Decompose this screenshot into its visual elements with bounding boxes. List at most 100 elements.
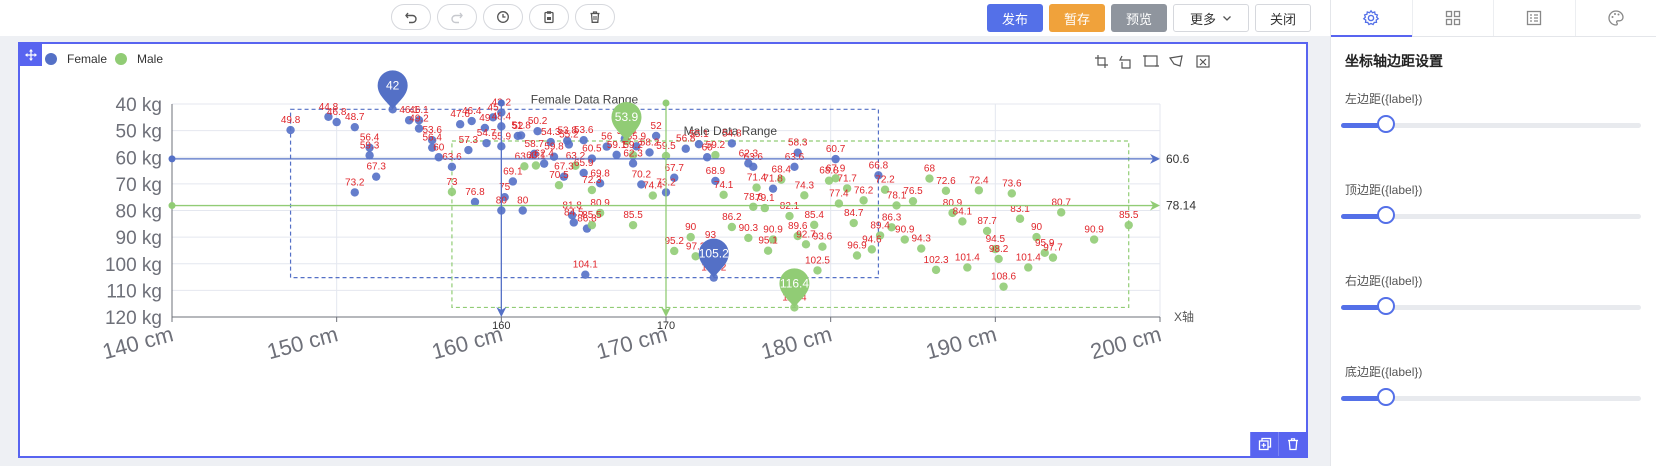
- scatter-point: [612, 150, 621, 160]
- tab-theme[interactable]: [1576, 0, 1656, 36]
- scatter-point-label: 59.1: [607, 140, 627, 151]
- scatter-point: [371, 172, 381, 181]
- scatter-point-label: 85.4: [804, 210, 824, 221]
- save-draft-button[interactable]: 暂存: [1049, 4, 1105, 32]
- scatter-point: [1057, 208, 1066, 217]
- scatter-point: [948, 208, 957, 218]
- delete-component-button[interactable]: [1278, 432, 1306, 456]
- component-grid-icon: [1445, 10, 1460, 26]
- mark-line-label: 78.14: [1166, 199, 1196, 213]
- chart-canvas-frame[interactable]: Female Male 140 cm 150 cm 160 cm 170 cm 180 cm…: [18, 42, 1308, 458]
- x-tick-label: 180 cm: [758, 321, 834, 364]
- zoom-reset-path: [1119, 55, 1131, 69]
- scatter-point-label: 98.2: [989, 244, 1009, 255]
- delete-button[interactable]: [575, 4, 615, 30]
- slider-track-top[interactable]: [1341, 206, 1641, 224]
- panel-tabs: [1331, 0, 1656, 37]
- scatter-point-label: 60: [702, 142, 714, 153]
- mark-line-start: [168, 155, 176, 163]
- slider-handle-bottom[interactable]: [1377, 388, 1395, 406]
- scatter-point: [849, 218, 858, 228]
- close-button[interactable]: 关闭: [1255, 4, 1311, 32]
- scatter-point: [793, 148, 802, 157]
- scatter-point-label: 84.5: [564, 207, 584, 218]
- scatter-point-label: 59.3: [360, 140, 380, 151]
- scatter-point: [958, 217, 967, 226]
- scatter-point: [602, 142, 611, 151]
- scatter-point-label: 73.6: [1002, 178, 1022, 189]
- scatter-point-label: 102.5: [805, 255, 830, 266]
- undo-button[interactable]: [391, 4, 431, 30]
- scatter-point-label: 94.5: [986, 234, 1006, 245]
- scatter-point: [874, 171, 883, 180]
- scatter-point: [982, 226, 992, 236]
- scatter-point: [571, 161, 580, 170]
- move-icon: [25, 49, 37, 61]
- tab-settings[interactable]: [1331, 0, 1413, 37]
- scatter-point-label: 55.2: [559, 129, 579, 140]
- scatter-point-label: 56.4: [360, 133, 380, 144]
- slider-handle-left[interactable]: [1377, 115, 1395, 133]
- scatter-point: [859, 196, 868, 205]
- scatter-point: [447, 187, 457, 197]
- scatter-point-label: 86.2: [722, 212, 742, 223]
- scatter-point-label: 102.3: [924, 255, 949, 266]
- scatter-point-label: 63.1: [526, 151, 546, 162]
- scatter-point-label: 87.7: [977, 216, 997, 227]
- slider-handle-top[interactable]: [1377, 206, 1395, 224]
- more-dropdown[interactable]: 更多: [1173, 4, 1249, 32]
- scatter-point-label: 77.4: [829, 189, 849, 200]
- scatter-point-label: 84.7: [844, 208, 864, 219]
- scatter-point-label: 56.4: [422, 133, 442, 144]
- scatter-point: [711, 150, 720, 160]
- data-list-icon: [1527, 10, 1542, 26]
- scatter-point: [681, 144, 690, 153]
- scatter-point-label: 67.9: [826, 163, 846, 174]
- scatter-point-label: 59.8: [544, 142, 564, 153]
- more-label: 更多: [1189, 11, 1216, 27]
- clear-brush-x: [1199, 58, 1207, 66]
- publish-button[interactable]: 发布: [987, 4, 1043, 32]
- slider-track-bottom[interactable]: [1341, 388, 1641, 406]
- mark-line-start: [662, 99, 670, 107]
- scatter-point-label: 89.4: [870, 221, 890, 232]
- copy-component-button[interactable]: [1250, 432, 1278, 456]
- slider-handle-right[interactable]: [1377, 297, 1395, 315]
- legend-marker-male: [115, 53, 127, 65]
- scatter-point: [1024, 263, 1033, 272]
- scatter-point-label: 90: [685, 222, 697, 233]
- slider-bottom-margin: 底边距({label}): [1341, 363, 1651, 406]
- scatter-point: [1007, 189, 1016, 198]
- tab-components[interactable]: [1413, 0, 1494, 36]
- scatter-point-label: 85.5: [1119, 210, 1139, 221]
- scatter-point-label: 46.8: [327, 107, 347, 118]
- redo-button[interactable]: [437, 4, 477, 30]
- scatter-point: [719, 190, 728, 199]
- scatter-point-label: 101.4: [955, 252, 980, 263]
- scatter-point: [508, 177, 518, 186]
- scatter-point-label: 59.2: [706, 140, 726, 151]
- tab-data[interactable]: [1494, 0, 1576, 36]
- scatter-point: [628, 150, 638, 160]
- scatter-point: [1089, 235, 1099, 244]
- paste-button[interactable]: [529, 4, 569, 30]
- scatter-point: [917, 244, 926, 253]
- scatter-point-label: 59.2: [623, 140, 643, 151]
- scatter-point-label: 68.8: [819, 166, 839, 177]
- scatter-point: [455, 120, 465, 129]
- scatter-point: [768, 184, 778, 193]
- scatter-point: [777, 175, 786, 184]
- scatter-point-label: 80: [517, 196, 529, 207]
- scatter-point-label: 71.7: [837, 173, 857, 184]
- slider-track-left[interactable]: [1341, 115, 1641, 133]
- slider-track-right[interactable]: [1341, 297, 1641, 315]
- scatter-point: [768, 235, 778, 244]
- scatter-point: [531, 161, 541, 170]
- move-handle[interactable]: [20, 44, 42, 66]
- history-button[interactable]: [483, 4, 523, 30]
- scatter-point: [427, 136, 437, 145]
- mark-point-pin: [779, 268, 810, 308]
- mark-line-start: [497, 99, 505, 107]
- scatter-point-label: 83.1: [1010, 204, 1030, 215]
- preview-button[interactable]: 预览: [1111, 4, 1167, 32]
